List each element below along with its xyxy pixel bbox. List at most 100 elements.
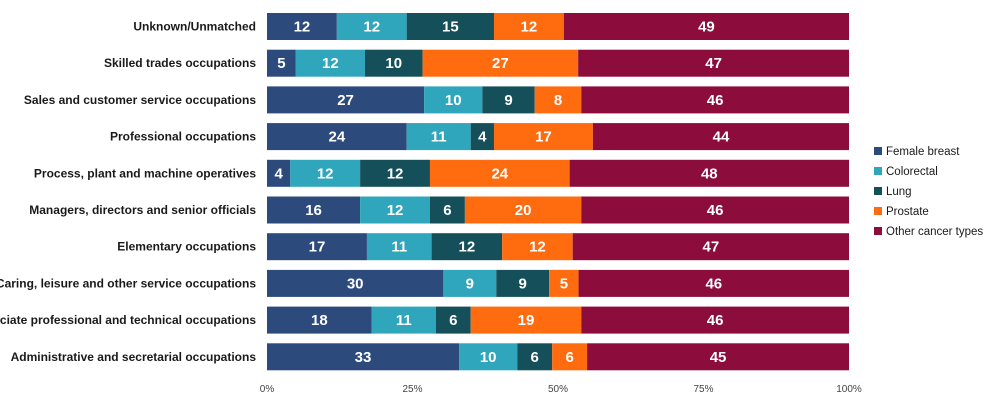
data-label: 47 [705, 55, 722, 72]
data-label: 10 [480, 349, 497, 366]
data-label: 12 [387, 202, 404, 219]
data-label: 12 [387, 165, 404, 182]
data-label: 24 [328, 129, 345, 146]
bar-segment [267, 123, 407, 151]
bar-segment [592, 123, 849, 151]
data-label: 18 [311, 312, 328, 329]
data-label: 4 [478, 129, 487, 146]
data-label: 46 [707, 312, 724, 329]
bar-segment [267, 13, 337, 40]
data-label: 30 [347, 275, 364, 292]
bar-segment [424, 86, 483, 114]
data-label: 12 [294, 19, 311, 36]
x-axis-ticks: 0% 25% 50% 75% 100% [260, 384, 862, 395]
data-label: 44 [713, 129, 730, 146]
bar-segment [429, 159, 570, 187]
legend-swatch [874, 167, 882, 175]
bar-segment [290, 159, 361, 187]
category-label: Process, plant and machine operatives [34, 166, 256, 180]
bar-segment [267, 86, 425, 114]
bar-segment [482, 86, 535, 114]
category-label: Sales and customer service occupations [24, 93, 256, 107]
x-tick-label: 100% [836, 384, 862, 395]
bar-segment [360, 159, 430, 187]
legend-label: Other cancer types [886, 226, 983, 238]
bar-segment [534, 86, 582, 114]
data-label: 11 [391, 239, 407, 256]
x-tick-label: 50% [548, 384, 568, 395]
data-label: 46 [707, 92, 724, 109]
legend-label: Female breast [886, 146, 960, 158]
bar-segment [581, 306, 849, 334]
data-label: 17 [535, 129, 552, 146]
bar-segment [295, 49, 365, 77]
data-label: 12 [529, 239, 546, 256]
data-label: 9 [504, 92, 512, 109]
data-label: 10 [445, 92, 462, 109]
data-label: 49 [698, 19, 715, 36]
data-label: 12 [521, 19, 538, 36]
data-label: 12 [459, 239, 476, 256]
bar-segment [572, 233, 849, 261]
bar-segment [563, 13, 849, 40]
bar-segment [364, 49, 423, 77]
data-label: 5 [560, 275, 568, 292]
bar-segment [435, 306, 471, 334]
data-label: 9 [519, 275, 527, 292]
bar-segment [267, 343, 460, 371]
bar-segment [267, 196, 361, 224]
x-tick-label: 0% [260, 384, 275, 395]
data-label: 6 [449, 312, 457, 329]
legend-label: Lung [886, 186, 912, 198]
bar-segment [431, 233, 503, 261]
category-label: Managers, directors and senior officials [29, 203, 256, 217]
bar-segment [366, 233, 432, 261]
data-label: 27 [337, 92, 354, 109]
bar-segment [371, 306, 436, 334]
bar-segment [470, 306, 582, 334]
data-label: 46 [705, 275, 722, 292]
bar-segment [578, 269, 849, 297]
data-label: 27 [492, 55, 509, 72]
bar-segment [360, 196, 430, 224]
bar-segment [267, 269, 444, 297]
category-label: Associate professional and technical occ… [0, 313, 256, 327]
data-label: 6 [531, 349, 539, 366]
bar-segment [581, 196, 849, 224]
bar-segment [470, 123, 494, 151]
data-label: 10 [385, 55, 402, 72]
data-label: 9 [466, 275, 474, 292]
legend-label: Prostate [886, 206, 929, 218]
data-label: 48 [701, 165, 718, 182]
category-label: Administrative and secretarial occupatio… [11, 350, 257, 364]
data-label: 47 [703, 239, 720, 256]
legend-swatch [874, 227, 882, 235]
category-label: Caring, leisure and other service occupa… [0, 276, 256, 290]
bar-segment [569, 159, 849, 187]
data-label: 20 [515, 202, 532, 219]
bar-segment [406, 123, 471, 151]
category-label: Skilled trades occupations [104, 56, 256, 70]
data-label: 12 [322, 55, 339, 72]
bar-segment [496, 269, 550, 297]
data-label: 5 [277, 55, 285, 72]
bar-segment [267, 233, 367, 261]
bar-segment [552, 343, 588, 371]
data-label: 6 [443, 202, 451, 219]
data-label: 17 [309, 239, 326, 256]
data-label: 11 [396, 312, 412, 329]
data-label: 4 [274, 165, 283, 182]
data-label: 46 [707, 202, 724, 219]
data-label: 33 [355, 349, 372, 366]
bar-segment [422, 49, 579, 77]
data-label: 45 [710, 349, 727, 366]
data-label: 24 [491, 165, 508, 182]
bar-segment [502, 233, 573, 261]
data-label: 6 [565, 349, 573, 366]
legend-label: Colorectal [886, 166, 938, 178]
bar-segment [581, 86, 849, 114]
category-label: Professional occupations [110, 130, 256, 144]
bar-segment [429, 196, 465, 224]
bar-segment [406, 13, 494, 40]
